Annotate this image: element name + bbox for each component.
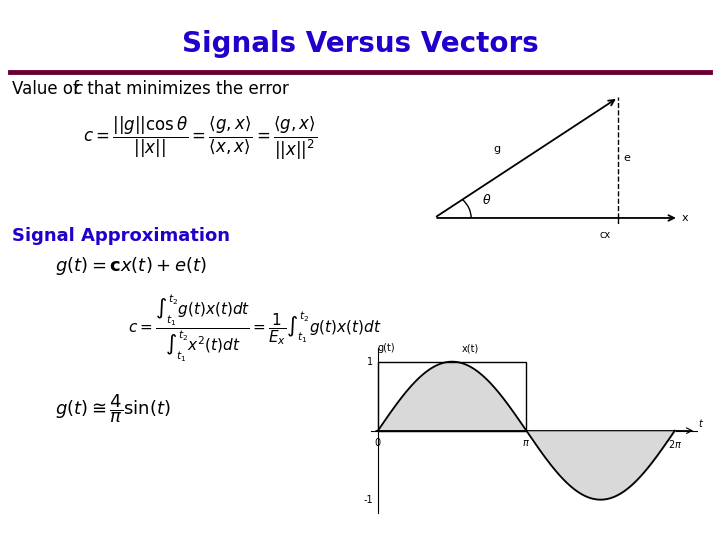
Text: e: e [624,153,631,163]
Text: cx: cx [600,230,611,240]
Text: Signals Versus Vectors: Signals Versus Vectors [181,30,539,58]
Text: -1: -1 [364,495,373,505]
Text: $\pi$: $\pi$ [522,437,531,448]
Text: Signal Approximation: Signal Approximation [12,227,230,245]
Text: c: c [73,80,82,98]
Text: $\theta$: $\theta$ [482,193,492,207]
Text: $g(t) \cong \dfrac{4}{\pi}\sin(t)$: $g(t) \cong \dfrac{4}{\pi}\sin(t)$ [55,392,171,424]
Text: Value of: Value of [12,80,84,98]
Text: g(t): g(t) [377,343,395,353]
Text: that minimizes the error: that minimizes the error [82,80,289,98]
Text: $g(t) = \mathbf{c}x(t) + e(t)$: $g(t) = \mathbf{c}x(t) + e(t)$ [55,255,207,277]
Text: $c = \dfrac{||g||\cos\theta}{||x||} = \dfrac{\langle g,x\rangle}{\langle x,x\ran: $c = \dfrac{||g||\cos\theta}{||x||} = \d… [83,115,317,163]
Text: x(t): x(t) [462,343,479,353]
Text: 0: 0 [375,437,381,448]
Text: x: x [681,213,688,223]
Text: 1: 1 [367,356,373,367]
Text: $t$: $t$ [698,417,705,429]
Text: $2\pi$: $2\pi$ [667,437,682,449]
Text: $c = \dfrac{\int_{t_1}^{t_2} g(t)x(t)dt}{\int_{t_1}^{t_2} x^2(t)dt} = \dfrac{1}{: $c = \dfrac{\int_{t_1}^{t_2} g(t)x(t)dt}… [128,293,382,364]
Text: g: g [494,144,501,153]
